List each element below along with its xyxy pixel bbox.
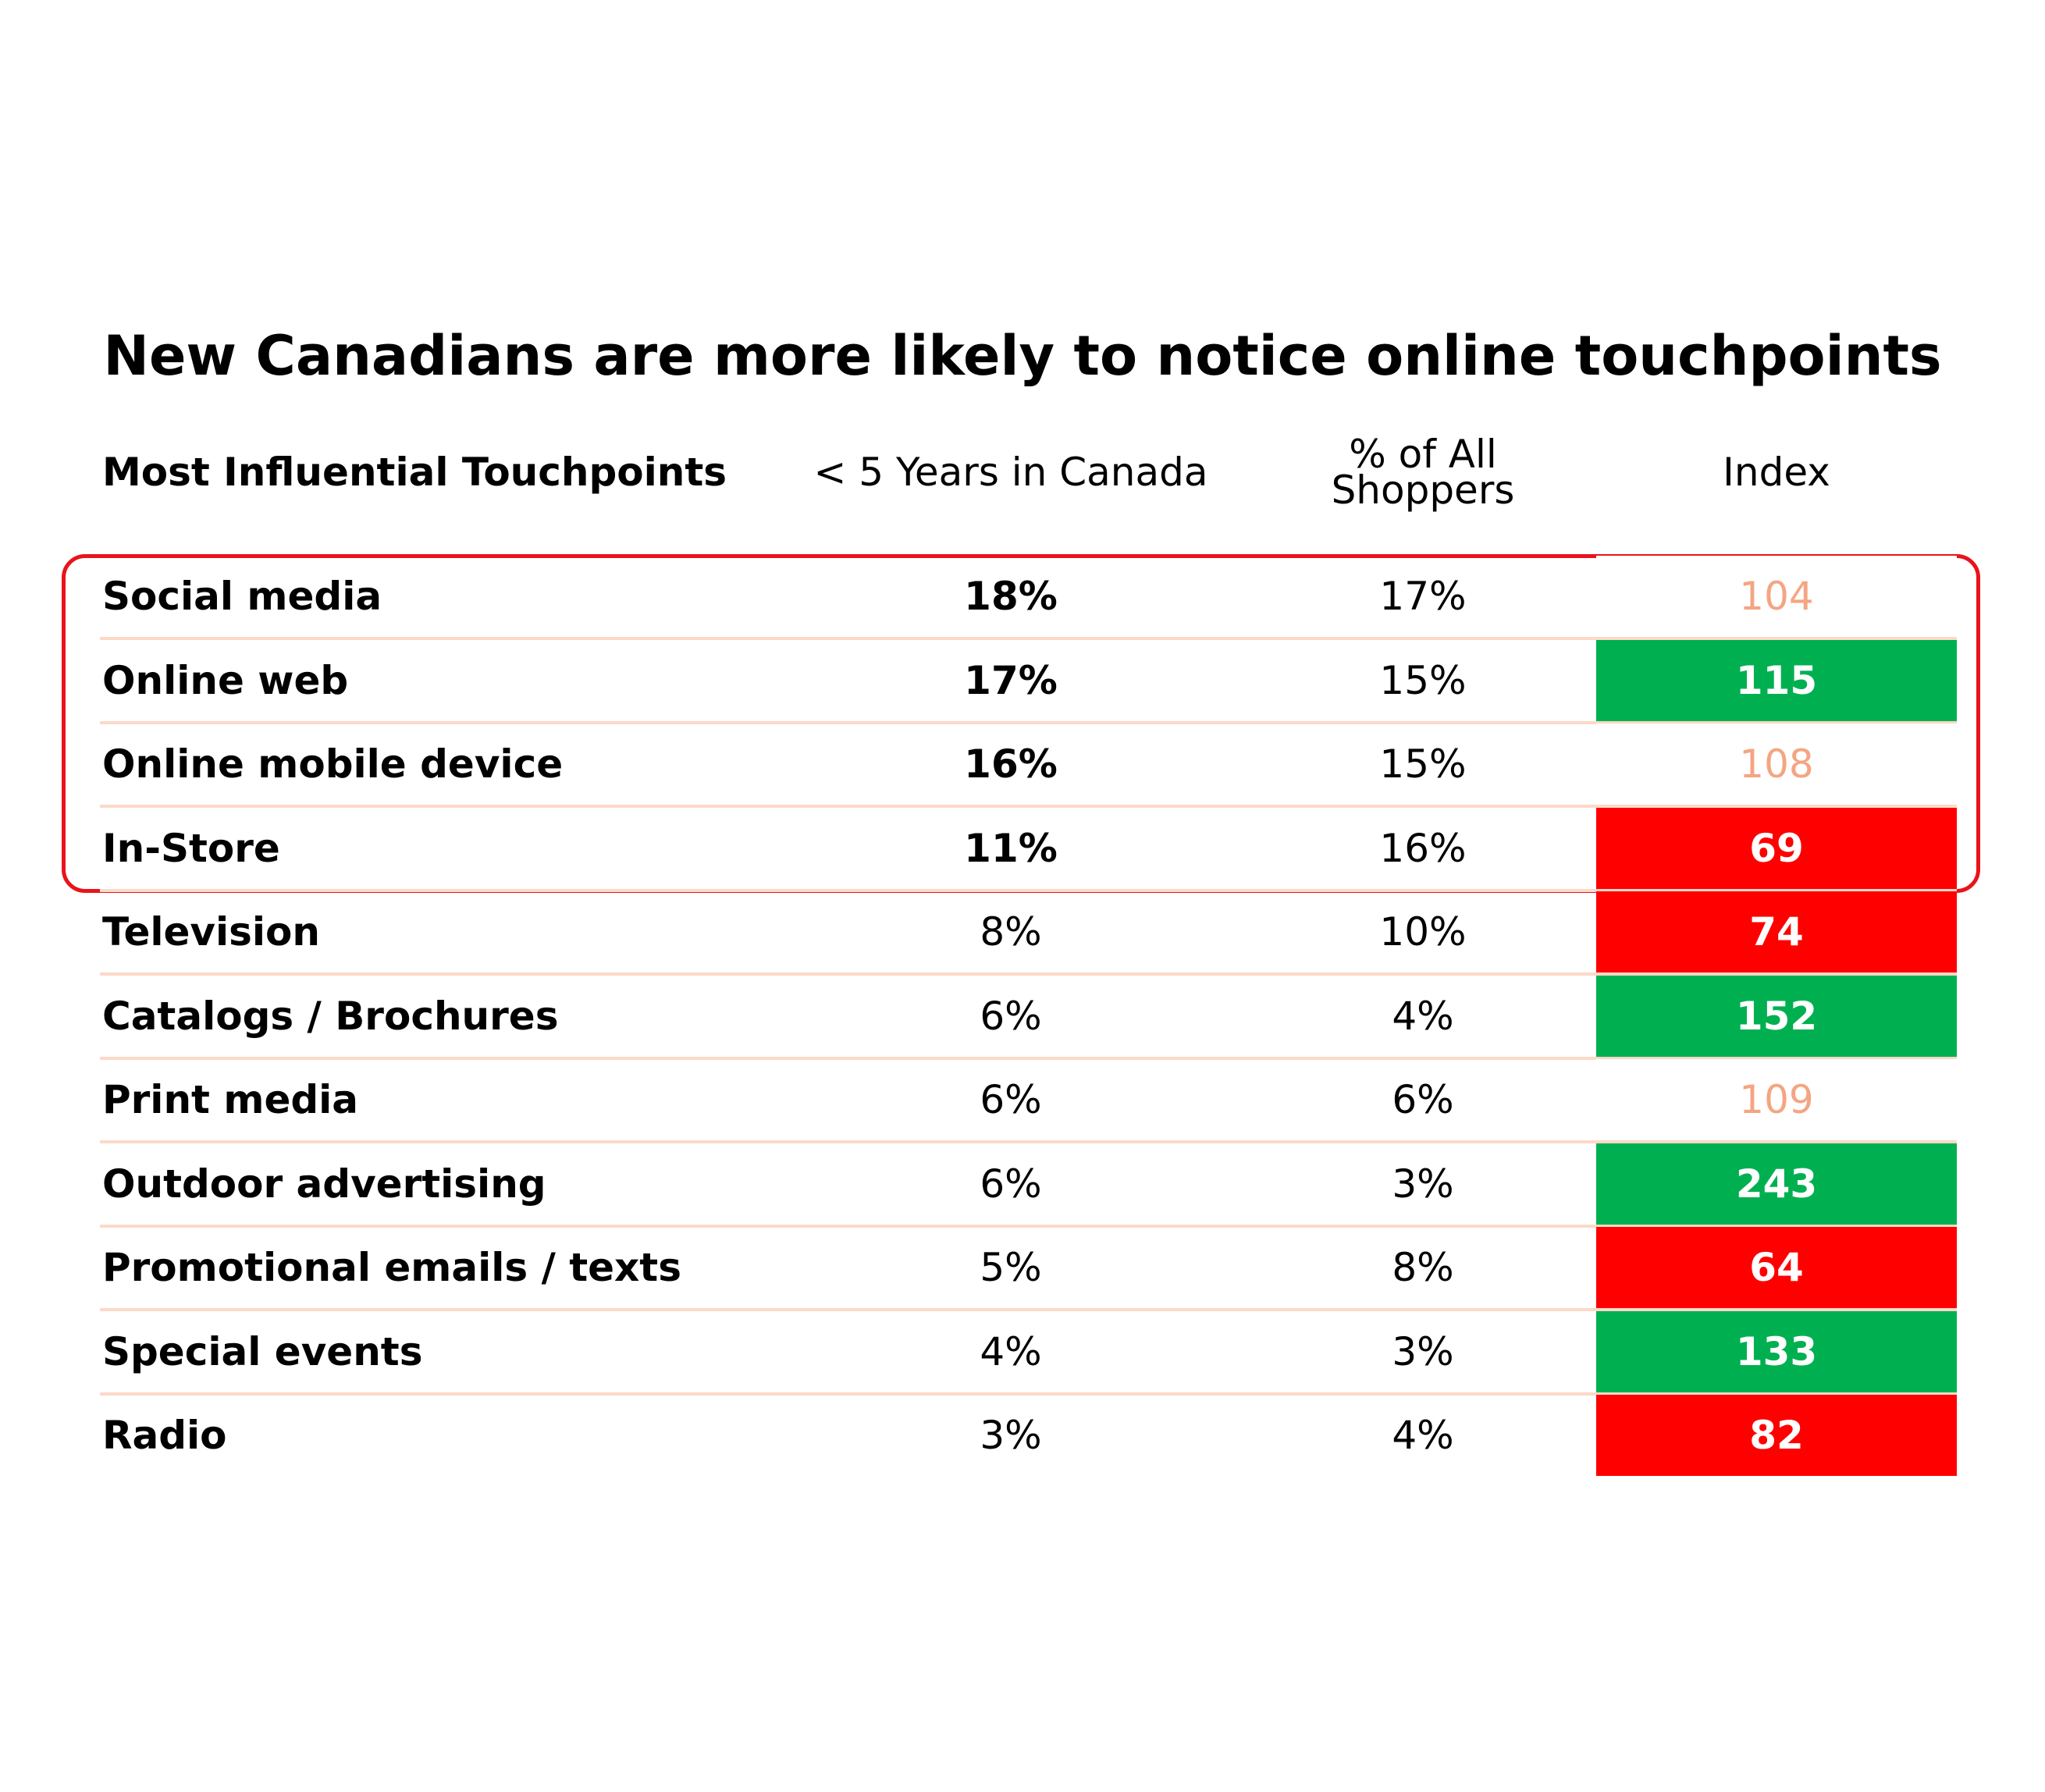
column-header: % of All Shoppers (1331, 432, 1515, 513)
recent-pct: 6% (980, 1077, 1042, 1122)
row-label: Online mobile device (102, 741, 564, 787)
index-cell: 152 (1596, 975, 1957, 1057)
all-pct: 4% (1392, 1413, 1454, 1458)
all-pct: 10% (1379, 909, 1467, 955)
row-label: Television (102, 909, 321, 955)
title: New Canadians are more likely to notice … (103, 324, 1942, 388)
row-separator (100, 1392, 1957, 1396)
index-cell: 109 (1596, 1059, 1957, 1140)
all-pct: 4% (1392, 993, 1454, 1039)
recent-pct: 11% (964, 825, 1058, 871)
column-header: < 5 Years in Canada (813, 450, 1208, 495)
recent-pct: 6% (980, 1161, 1042, 1207)
row-label: In-Store (102, 825, 280, 871)
row-label: Promotional emails / texts (102, 1245, 681, 1290)
row-separator (100, 1056, 1957, 1060)
row-separator (100, 972, 1957, 976)
all-pct: 15% (1379, 657, 1467, 703)
index-cell: 133 (1596, 1310, 1957, 1392)
column-header: Most Influential Touchpoints (102, 450, 727, 495)
index-cell: 243 (1596, 1143, 1957, 1225)
row-label: Social media (102, 574, 382, 619)
row-label: Outdoor advertising (102, 1161, 546, 1207)
row-separator (100, 720, 1957, 724)
row-label: Print media (102, 1077, 359, 1122)
row-separator (100, 1308, 1957, 1311)
recent-pct: 6% (980, 993, 1042, 1039)
all-pct: 15% (1379, 741, 1467, 787)
recent-pct: 17% (964, 657, 1058, 703)
row-separator (100, 637, 1957, 640)
index-cell: 82 (1596, 1395, 1957, 1476)
row-label: Online web (102, 657, 349, 703)
all-pct: 6% (1392, 1077, 1454, 1122)
row-separator (100, 1224, 1957, 1228)
all-pct: 17% (1379, 574, 1467, 619)
all-pct: 8% (1392, 1245, 1454, 1290)
row-label: Catalogs / Brochures (102, 993, 559, 1039)
row-separator (100, 1140, 1957, 1143)
index-cell: 74 (1596, 891, 1957, 972)
all-pct: 16% (1379, 825, 1467, 871)
all-pct: 3% (1392, 1328, 1454, 1374)
recent-pct: 16% (964, 741, 1058, 787)
index-cell: 64 (1596, 1227, 1957, 1308)
recent-pct: 5% (980, 1245, 1042, 1290)
all-pct: 3% (1392, 1161, 1454, 1207)
column-header: Index (1723, 450, 1830, 495)
recent-pct: 8% (980, 909, 1042, 955)
index-cell: 108 (1596, 724, 1957, 805)
recent-pct: 3% (980, 1413, 1042, 1458)
row-label: Special events (102, 1328, 423, 1374)
recent-pct: 18% (964, 574, 1058, 619)
row-separator (100, 805, 1957, 808)
index-cell: 69 (1596, 807, 1957, 889)
index-cell: 104 (1596, 556, 1957, 637)
index-cell: 115 (1596, 639, 1957, 721)
row-label: Radio (102, 1413, 227, 1458)
row-separator (100, 888, 1957, 892)
recent-pct: 4% (980, 1328, 1042, 1374)
